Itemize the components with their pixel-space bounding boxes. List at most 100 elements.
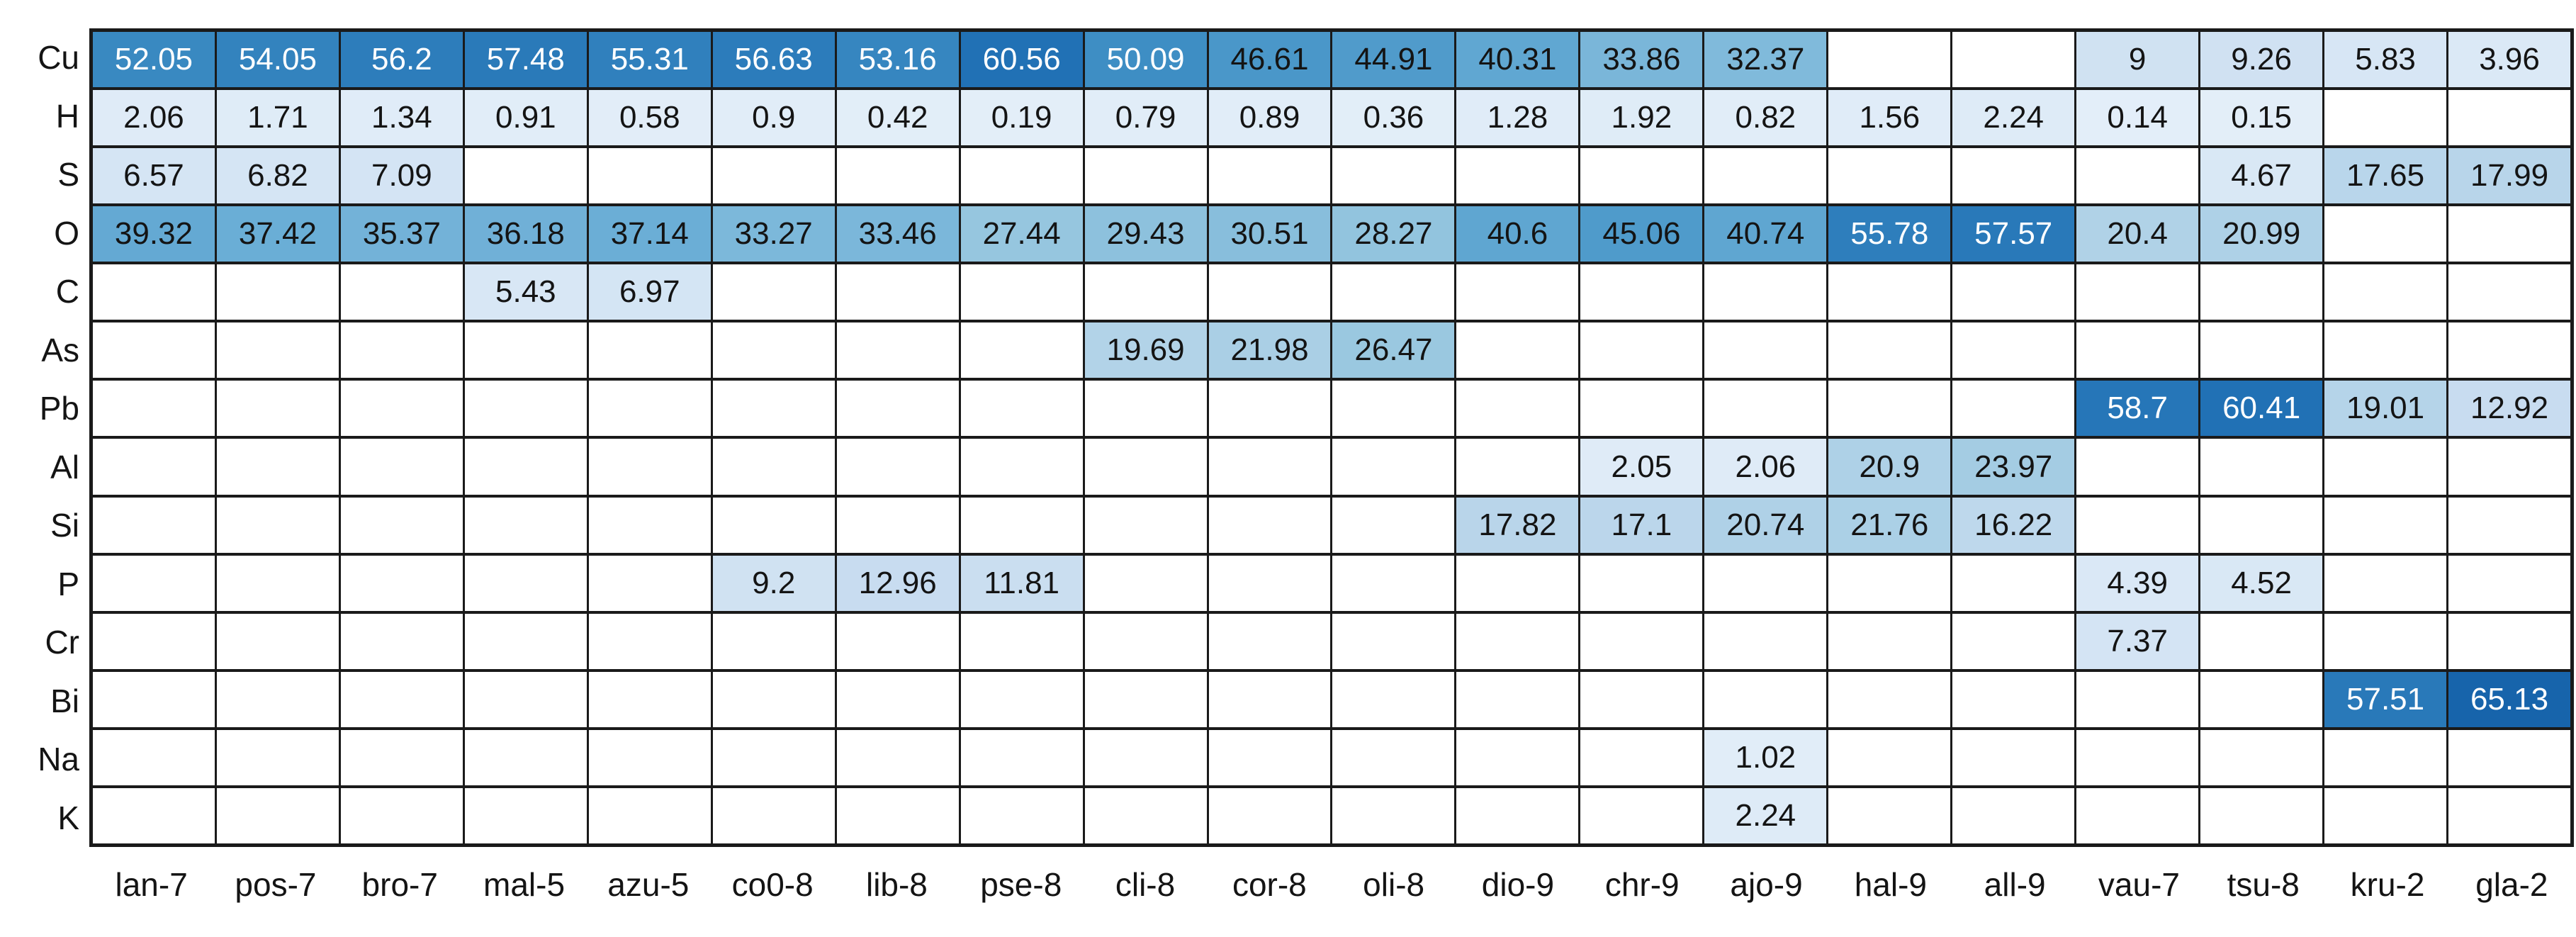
heatmap-cell [1580,613,1703,669]
heatmap-cell: 0.42 [836,90,959,146]
heatmap-cell: 21.76 [1828,497,1951,553]
heatmap-cell [2324,322,2447,378]
heatmap-cell [1828,322,1951,378]
heatmap-cell [1208,497,1331,553]
heatmap-cell [2076,264,2199,320]
heatmap-cell: 17.65 [2324,148,2447,204]
heatmap-cell [2324,555,2447,611]
heatmap-cell [1704,148,1827,204]
heatmap-cell [2448,439,2570,495]
heatmap-cell: 6.97 [588,264,711,320]
heatmap-cell: 33.86 [1580,32,1703,88]
heatmap-cell [1580,729,1703,785]
heatmap-cell [340,381,463,437]
heatmap-cell [588,322,711,378]
heatmap-cell [2200,613,2323,669]
heatmap-cell [712,439,835,495]
row-label: S [57,156,79,193]
heatmap-cell [588,148,711,204]
heatmap-cell [1208,787,1331,843]
column-label: kru-2 [2350,865,2425,903]
heatmap-cell: 11.81 [960,555,1083,611]
heatmap-cell [1580,148,1703,204]
heatmap-cell [1828,613,1951,669]
heatmap-cell: 4.67 [2200,148,2323,204]
heatmap-cell: 4.52 [2200,555,2323,611]
heatmap-cell [1828,555,1951,611]
heatmap-cell: 5.83 [2324,32,2447,88]
heatmap-cell [712,322,835,378]
heatmap-cell [1332,671,1455,727]
heatmap-cell: 3.96 [2448,32,2570,88]
heatmap-cell [960,787,1083,843]
heatmap-cell [340,322,463,378]
column-label: pos-7 [235,865,317,903]
heatmap-cell [1084,264,1207,320]
heatmap-cell [1456,148,1579,204]
heatmap-cell [960,264,1083,320]
heatmap-cell [1332,381,1455,437]
heatmap-cell [1208,264,1331,320]
heatmap-cell: 2.24 [1704,787,1827,843]
heatmap-cell [2200,264,2323,320]
heatmap-cell [1580,264,1703,320]
heatmap-cell [340,555,463,611]
heatmap-cell [340,787,463,843]
heatmap-cell [836,671,959,727]
heatmap-cell [1084,555,1207,611]
heatmap-cell [340,264,463,320]
heatmap-cell [1952,148,2075,204]
column-label: co0-8 [731,865,814,903]
heatmap-cell [216,787,339,843]
heatmap-cell: 20.9 [1828,439,1951,495]
heatmap-cell [2200,787,2323,843]
column-label: dio-9 [1481,865,1555,903]
heatmap-cell [1084,381,1207,437]
column-label: tsu-8 [2227,865,2300,903]
heatmap-cell [588,381,711,437]
heatmap-cell: 9.2 [712,555,835,611]
heatmap-cell [1456,322,1579,378]
heatmap-cell [836,322,959,378]
heatmap-cell [93,613,215,669]
heatmap-cell [1828,381,1951,437]
row-label: Cr [45,624,79,661]
heatmap-cell: 1.28 [1456,90,1579,146]
row-label: Bi [50,682,79,719]
heatmap-cell [588,787,711,843]
heatmap-cell [1828,671,1951,727]
heatmap-cell [1952,555,2075,611]
heatmap-cell: 0.91 [464,90,587,146]
heatmap-cell [1580,555,1703,611]
heatmap-cell: 0.19 [960,90,1083,146]
heatmap-cell: 56.63 [712,32,835,88]
heatmap-cell [588,729,711,785]
heatmap-cell [1580,671,1703,727]
heatmap-cell: 7.09 [340,148,463,204]
heatmap-cell [1456,555,1579,611]
heatmap-cell [1704,613,1827,669]
column-label: all-9 [1984,865,2046,903]
heatmap-cell [1580,787,1703,843]
heatmap-cell [1456,729,1579,785]
heatmap-cell [1952,32,2075,88]
heatmap-cell: 57.57 [1952,206,2075,262]
column-label: azu-5 [607,865,690,903]
heatmap-cell [216,613,339,669]
heatmap-cell [216,671,339,727]
heatmap-cell [2200,671,2323,727]
heatmap-cell [2448,613,2570,669]
heatmap-cell: 39.32 [93,206,215,262]
heatmap-cell [2076,671,2199,727]
heatmap-cell [1952,322,2075,378]
heatmap-cell [836,264,959,320]
column-labels: lan-7 pos-7 bro-7 mal-5 azu-5 co0-8 lib-8 pse-8… [89,847,2574,921]
column-label: lib-8 [865,865,928,903]
heatmap-cell [1332,729,1455,785]
heatmap-cell [93,671,215,727]
heatmap-cell [588,613,711,669]
heatmap-cell [1084,497,1207,553]
heatmap-cell [1208,729,1331,785]
heatmap-cell: 0.89 [1208,90,1331,146]
heatmap-cell [836,729,959,785]
